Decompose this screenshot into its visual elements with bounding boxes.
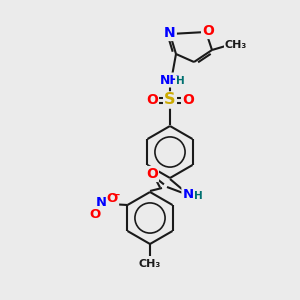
Text: O: O — [202, 24, 214, 38]
Text: H: H — [176, 76, 184, 86]
Text: O: O — [146, 93, 158, 107]
Text: N: N — [96, 196, 107, 209]
Text: O: O — [90, 208, 101, 221]
Text: CH₃: CH₃ — [225, 40, 247, 50]
Text: −: − — [112, 190, 121, 200]
Text: O: O — [146, 167, 158, 181]
Text: S: S — [164, 92, 176, 107]
Text: O: O — [182, 93, 194, 107]
Text: +: + — [102, 194, 109, 202]
Text: N: N — [182, 188, 194, 200]
Text: CH₃: CH₃ — [139, 259, 161, 269]
Text: H: H — [194, 191, 202, 201]
Text: NH: NH — [160, 74, 180, 86]
Text: O: O — [107, 193, 118, 206]
Text: N: N — [164, 26, 176, 40]
